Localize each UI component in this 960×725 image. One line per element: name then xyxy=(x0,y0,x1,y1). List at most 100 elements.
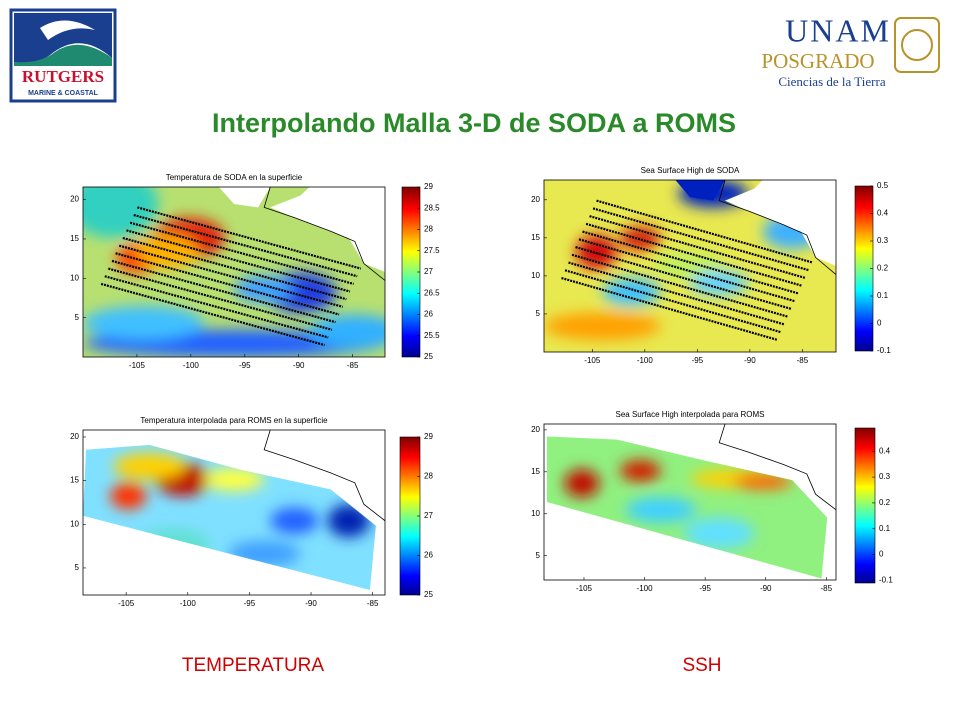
y-tick-label: 5 xyxy=(536,551,541,560)
x-tick-label: -85 xyxy=(367,599,379,608)
x-tick-label: -95 xyxy=(244,599,256,608)
field-blob xyxy=(684,517,755,549)
track xyxy=(589,215,806,280)
coastline xyxy=(263,186,386,281)
colorbar-tick-label: 0.1 xyxy=(877,291,889,300)
x-tick-label: -85 xyxy=(347,361,359,370)
field xyxy=(544,180,836,352)
track xyxy=(133,213,358,278)
rutgers-name: RUTGERS xyxy=(22,67,104,86)
x-tick-label: -90 xyxy=(293,361,305,370)
field-blob xyxy=(625,497,696,523)
field-blob xyxy=(690,271,749,296)
y-tick-label: 20 xyxy=(531,425,540,434)
x-tick-label: -90 xyxy=(744,356,756,365)
field-blob xyxy=(137,529,210,562)
field-blob xyxy=(203,467,265,492)
caption: TEMPERATURA xyxy=(182,655,324,676)
field-base xyxy=(546,436,828,579)
x-tick-label: -100 xyxy=(180,599,197,608)
y-tick-label: 10 xyxy=(70,519,79,528)
colorbar-tick-label: 27.5 xyxy=(424,246,440,255)
panel-title: Sea Surface High de SODA xyxy=(641,166,740,175)
x-tick-label: -90 xyxy=(305,599,317,608)
field-blob xyxy=(83,306,204,340)
x-tick-label: -90 xyxy=(760,584,772,593)
x-tick-label: -85 xyxy=(821,584,833,593)
y-tick-label: 10 xyxy=(531,509,540,518)
unam-name: UNAM xyxy=(785,12,891,48)
x-tick-label: -105 xyxy=(129,361,146,370)
field-blob xyxy=(544,312,661,340)
y-tick-label: 15 xyxy=(70,234,79,243)
plot-frame xyxy=(82,429,386,596)
field-blob xyxy=(270,507,319,534)
y-tick-label: 10 xyxy=(531,271,540,280)
x-tick-label: -100 xyxy=(637,356,654,365)
x-tick-label: -85 xyxy=(797,356,809,365)
colorbar-tick-label: 25.5 xyxy=(424,331,440,340)
colorbar-tick-label: 28.5 xyxy=(424,203,440,212)
track xyxy=(126,229,351,293)
colorbar-tick-label: 0 xyxy=(877,319,882,328)
track xyxy=(122,236,347,301)
slide-title: Interpolando Malla 3-D de SODA a ROMS xyxy=(212,108,736,138)
plot-frame xyxy=(543,423,837,581)
map-panel: Sea Surface High interpolada para ROMS -1… xyxy=(531,410,893,593)
colorbar-tick-label: 29 xyxy=(424,432,433,441)
track xyxy=(137,206,362,270)
field-blob xyxy=(602,278,661,306)
track xyxy=(592,207,810,272)
colorbar-tick-label: 0.1 xyxy=(879,524,891,533)
colorbar-tick-label: 29 xyxy=(424,182,433,191)
y-tick-label: 15 xyxy=(531,467,540,476)
field xyxy=(83,444,376,591)
plot-frame xyxy=(543,179,837,353)
colorbar-tick-label: 0.5 xyxy=(877,181,889,190)
track xyxy=(108,267,333,331)
colorbar-tick-label: 0.4 xyxy=(877,209,889,218)
land xyxy=(725,180,836,266)
coastline xyxy=(718,179,837,275)
map-panel: Temperatura interpolada para ROMS en la … xyxy=(70,416,433,608)
panel-title: Temperatura interpolada para ROMS en la … xyxy=(140,416,328,425)
y-tick-label: 5 xyxy=(536,309,541,318)
colorbar-tick-label: 28 xyxy=(424,225,433,234)
field-blob xyxy=(309,314,385,349)
track xyxy=(561,276,778,342)
unam-department: Ciencias de la Tierra xyxy=(778,74,885,89)
y-tick-label: 20 xyxy=(70,432,79,441)
colorbar-tick-label: 26 xyxy=(424,551,433,560)
track xyxy=(100,282,325,347)
x-tick-label: -100 xyxy=(637,584,654,593)
panel-title: Sea Surface High interpolada para ROMS xyxy=(616,410,765,419)
panel-title: Temperatura de SODA en la superficie xyxy=(166,173,303,182)
field-blob xyxy=(227,540,301,567)
track xyxy=(585,222,803,287)
track xyxy=(596,199,813,264)
y-tick-label: 5 xyxy=(75,563,80,572)
colorbar-tick-label: 26.5 xyxy=(424,288,440,297)
x-tick-label: -95 xyxy=(239,361,251,370)
colorbar-tick-label: 27 xyxy=(424,511,433,520)
colorbar-tick-label: 27 xyxy=(424,267,433,276)
track xyxy=(568,261,785,326)
track xyxy=(575,246,792,311)
field-blob xyxy=(619,459,661,482)
colorbar-tick-label: 0 xyxy=(879,550,884,559)
field-blob xyxy=(327,504,370,538)
track xyxy=(571,253,789,318)
field-blob xyxy=(564,469,600,498)
field-blob xyxy=(234,275,295,303)
unam-program: POSGRADO xyxy=(761,49,874,73)
colorbar-tick-label: 25 xyxy=(424,352,433,361)
track xyxy=(115,252,340,316)
coastline xyxy=(718,423,837,511)
colorbar-tick-label: 0.3 xyxy=(879,472,891,481)
colorbar-tick-label: -0.1 xyxy=(877,346,891,355)
colorbar-tick-label: 0.3 xyxy=(877,236,889,245)
x-tick-label: -95 xyxy=(692,356,704,365)
x-tick-label: -105 xyxy=(584,356,601,365)
